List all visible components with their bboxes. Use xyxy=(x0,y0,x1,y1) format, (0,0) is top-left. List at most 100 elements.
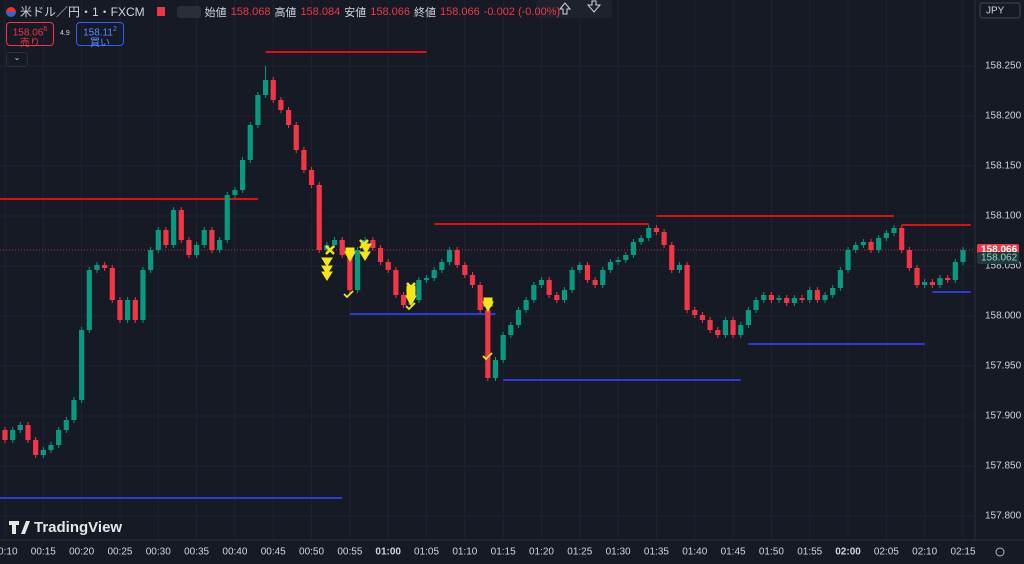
spread: 4.9 xyxy=(60,30,70,37)
candle-body xyxy=(125,300,131,320)
candle-body xyxy=(577,265,583,270)
candle-body xyxy=(117,300,123,320)
candle-body xyxy=(2,430,8,440)
candle-body xyxy=(446,250,453,262)
x-tick-label: 00:45 xyxy=(261,547,286,558)
candle-body xyxy=(615,260,621,262)
candle-body xyxy=(684,265,690,310)
candle-body xyxy=(730,320,736,335)
candle-body xyxy=(316,185,322,250)
candle-body xyxy=(431,270,437,278)
candle-body xyxy=(883,233,889,238)
candle-body xyxy=(753,300,759,310)
candle-body xyxy=(370,240,376,248)
buy-button[interactable]: 158.112 買い xyxy=(76,22,124,50)
candle-body xyxy=(768,295,774,300)
candle-body xyxy=(722,320,729,335)
candle-body xyxy=(469,275,476,285)
x-tick-label: 01:10 xyxy=(452,547,477,558)
signal-markers xyxy=(321,239,494,361)
candle-body xyxy=(10,430,16,440)
buy-price: 158.11 xyxy=(83,27,113,39)
candle-body xyxy=(508,325,514,335)
candle-body xyxy=(25,425,31,440)
x-tick-label: 00:35 xyxy=(184,547,209,558)
x-tick-label: 01:30 xyxy=(606,547,631,558)
y-tick-label: 158.200 xyxy=(985,111,1022,122)
candle-body xyxy=(439,262,445,270)
candle-body xyxy=(523,300,529,310)
x-tick-label: 02:10 xyxy=(912,547,937,558)
candle-body xyxy=(201,230,207,245)
candle-body xyxy=(638,238,644,242)
x-tick-label: 02:05 xyxy=(874,547,899,558)
toggle[interactable] xyxy=(176,5,201,18)
x-tick-label: 00:55 xyxy=(337,547,362,558)
high-value: 158.084 xyxy=(300,5,341,18)
candle-body xyxy=(561,290,568,300)
candle-body xyxy=(247,125,253,160)
x-tick-label: 01:00 xyxy=(375,547,401,558)
candle-body xyxy=(132,300,138,320)
header: 米ドル／円・1・FXCM 始値 158.068 高値 158.084 安値 158.0… xyxy=(6,3,560,20)
candle-body xyxy=(454,250,460,265)
candle-body xyxy=(853,245,859,250)
y-tick-label: 157.850 xyxy=(985,461,1022,472)
candle-body xyxy=(485,310,491,378)
candle-body xyxy=(837,270,843,288)
candle-body xyxy=(761,295,767,300)
candle-body xyxy=(531,285,537,300)
candle-body xyxy=(699,315,706,320)
candle-body xyxy=(569,270,575,290)
candle-body xyxy=(607,262,614,270)
currency-box[interactable] xyxy=(979,2,1021,19)
candle-body xyxy=(814,290,820,300)
currency: JPY xyxy=(986,6,1005,17)
candle-body xyxy=(899,228,905,250)
candle-body xyxy=(94,265,100,270)
candle-body xyxy=(554,295,560,300)
y-tick-label: 158.100 xyxy=(985,211,1022,222)
candle-body xyxy=(669,245,675,270)
high-label: 高値 xyxy=(274,6,297,19)
flag[interactable] xyxy=(156,7,165,16)
candle-body xyxy=(109,268,115,300)
candle-body xyxy=(262,80,269,95)
x-tick-label: 02:15 xyxy=(950,547,975,558)
y-tick-label: 158.250 xyxy=(985,61,1022,72)
x-tick-label: 01:25 xyxy=(567,547,592,558)
candle-body xyxy=(500,335,506,360)
x-tick-label: 01:40 xyxy=(682,547,707,558)
candle-body xyxy=(653,228,660,232)
x-tick-label: 00:25 xyxy=(107,547,132,558)
x-tick-label: 01:55 xyxy=(797,547,822,558)
collapse-button[interactable]: ⌄ xyxy=(6,52,28,67)
candle-body xyxy=(339,240,345,255)
sell-button[interactable]: 158.066 売り xyxy=(6,22,54,49)
candle-body xyxy=(492,360,499,378)
buy-label: 買い xyxy=(90,38,110,50)
candle-body xyxy=(416,280,422,300)
candle-body xyxy=(393,270,399,295)
candle-body xyxy=(155,230,161,250)
candle-body xyxy=(960,250,966,262)
toolbar[interactable] xyxy=(536,0,612,18)
sell-arrow xyxy=(344,243,494,313)
toolbar-arrows[interactable] xyxy=(558,0,602,15)
x-tick-label: 01:35 xyxy=(644,547,669,558)
candle-body xyxy=(331,240,338,245)
candle-body xyxy=(293,125,299,150)
candle-body xyxy=(308,170,315,185)
buy-pip: 2 xyxy=(112,26,117,33)
sell-pip: 6 xyxy=(43,26,48,33)
candle-body xyxy=(224,195,230,240)
x-tick-label: 00:15 xyxy=(31,547,56,558)
x-tick-label: 00:30 xyxy=(146,547,171,558)
candle-body xyxy=(255,95,261,125)
sell-price: 158.06 xyxy=(12,27,44,39)
settings-icon[interactable] xyxy=(995,547,1005,557)
x-tick-label: 01:45 xyxy=(721,547,746,558)
candle-body xyxy=(71,400,77,420)
candle-body xyxy=(400,295,407,305)
